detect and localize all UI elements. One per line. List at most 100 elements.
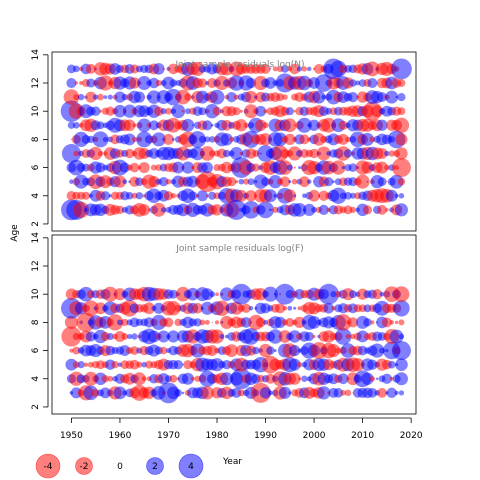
bubble xyxy=(72,65,80,73)
bubble xyxy=(348,163,358,172)
bubble xyxy=(153,302,165,314)
bubble xyxy=(242,201,260,219)
legend-swatch xyxy=(146,457,164,475)
bubble xyxy=(225,344,238,357)
bubble xyxy=(114,91,126,103)
bubble xyxy=(245,190,257,202)
bubble xyxy=(135,192,144,200)
bubble xyxy=(125,191,134,200)
bubble xyxy=(97,150,104,157)
bubble xyxy=(183,360,193,370)
bubble xyxy=(369,376,376,382)
x-tick-label: 1950 xyxy=(60,431,83,441)
bubble xyxy=(391,58,412,80)
bubble xyxy=(137,76,152,90)
bubble xyxy=(277,160,293,175)
bubble xyxy=(369,136,376,143)
bubble xyxy=(273,349,277,352)
bubble-layer-bottom xyxy=(61,283,411,404)
bubble xyxy=(288,391,292,395)
y-tick-label: 2 xyxy=(31,221,41,227)
bubble xyxy=(83,362,89,367)
bubble xyxy=(268,175,282,189)
bubble xyxy=(361,372,374,385)
legend-label: 0 xyxy=(117,462,123,472)
bubble xyxy=(226,91,237,103)
bubble xyxy=(148,120,159,131)
bubble xyxy=(208,150,216,157)
bubble xyxy=(102,136,108,142)
legend-swatch xyxy=(178,453,204,479)
bubble xyxy=(85,63,96,74)
bubble xyxy=(376,148,388,159)
bubble xyxy=(393,117,410,133)
bubble xyxy=(211,321,213,324)
bubble xyxy=(269,68,272,70)
y-tick-label: 4 xyxy=(31,376,41,382)
bubble xyxy=(233,94,240,100)
bubble xyxy=(121,318,129,327)
bubble xyxy=(264,77,277,89)
bubble xyxy=(394,193,399,198)
bubble xyxy=(299,134,310,145)
bubble xyxy=(74,81,78,85)
bubble xyxy=(312,334,316,339)
bubble xyxy=(209,329,225,344)
plot-frame-bottom xyxy=(51,234,417,415)
bubble xyxy=(304,331,314,342)
bubble xyxy=(200,386,214,400)
bubble xyxy=(61,326,82,347)
bubble xyxy=(184,108,191,115)
bubble xyxy=(391,158,411,178)
bubble xyxy=(385,208,389,212)
bubble xyxy=(381,373,393,384)
bubble xyxy=(324,177,334,187)
bubble xyxy=(262,286,278,302)
bubble xyxy=(344,389,352,397)
bubble xyxy=(204,136,211,143)
bubble xyxy=(158,176,169,187)
bubble xyxy=(220,133,233,146)
bubble xyxy=(298,176,310,188)
bubble xyxy=(147,330,160,343)
bubble xyxy=(147,90,161,104)
bubble xyxy=(274,283,296,305)
bubble xyxy=(206,345,218,356)
bubble xyxy=(92,131,109,148)
bubble xyxy=(148,176,160,188)
bubble xyxy=(119,162,130,173)
bubble xyxy=(113,288,127,301)
bubble xyxy=(266,346,275,355)
bubble xyxy=(196,190,208,202)
bubble xyxy=(285,107,294,116)
bubble xyxy=(397,93,406,102)
bubble xyxy=(372,289,383,300)
bubble xyxy=(117,319,123,326)
bubble xyxy=(386,387,397,399)
panel-bottom: Joint sample residuals log(F) 2 4 6 8 10 12 14 xyxy=(31,232,417,415)
bubble xyxy=(197,78,208,88)
bubble xyxy=(171,137,175,141)
bubble xyxy=(303,203,316,216)
bubble xyxy=(395,95,398,99)
bubble xyxy=(172,161,185,174)
bubble xyxy=(143,302,155,315)
bubble xyxy=(298,166,301,170)
bubble xyxy=(162,133,174,145)
bubble xyxy=(318,190,329,201)
bubble xyxy=(193,318,202,327)
bubble xyxy=(191,124,194,127)
legend-label: 4 xyxy=(188,462,194,472)
bubble xyxy=(363,318,372,327)
bubble xyxy=(338,120,348,130)
bubble xyxy=(105,106,115,116)
bubble xyxy=(226,177,237,187)
bubble xyxy=(174,389,182,397)
bubble xyxy=(157,330,170,343)
bubble xyxy=(111,360,119,369)
bubble xyxy=(121,333,129,340)
bubble xyxy=(135,177,144,186)
bubble xyxy=(347,317,359,328)
bubble xyxy=(81,191,91,200)
bubble xyxy=(375,161,389,174)
